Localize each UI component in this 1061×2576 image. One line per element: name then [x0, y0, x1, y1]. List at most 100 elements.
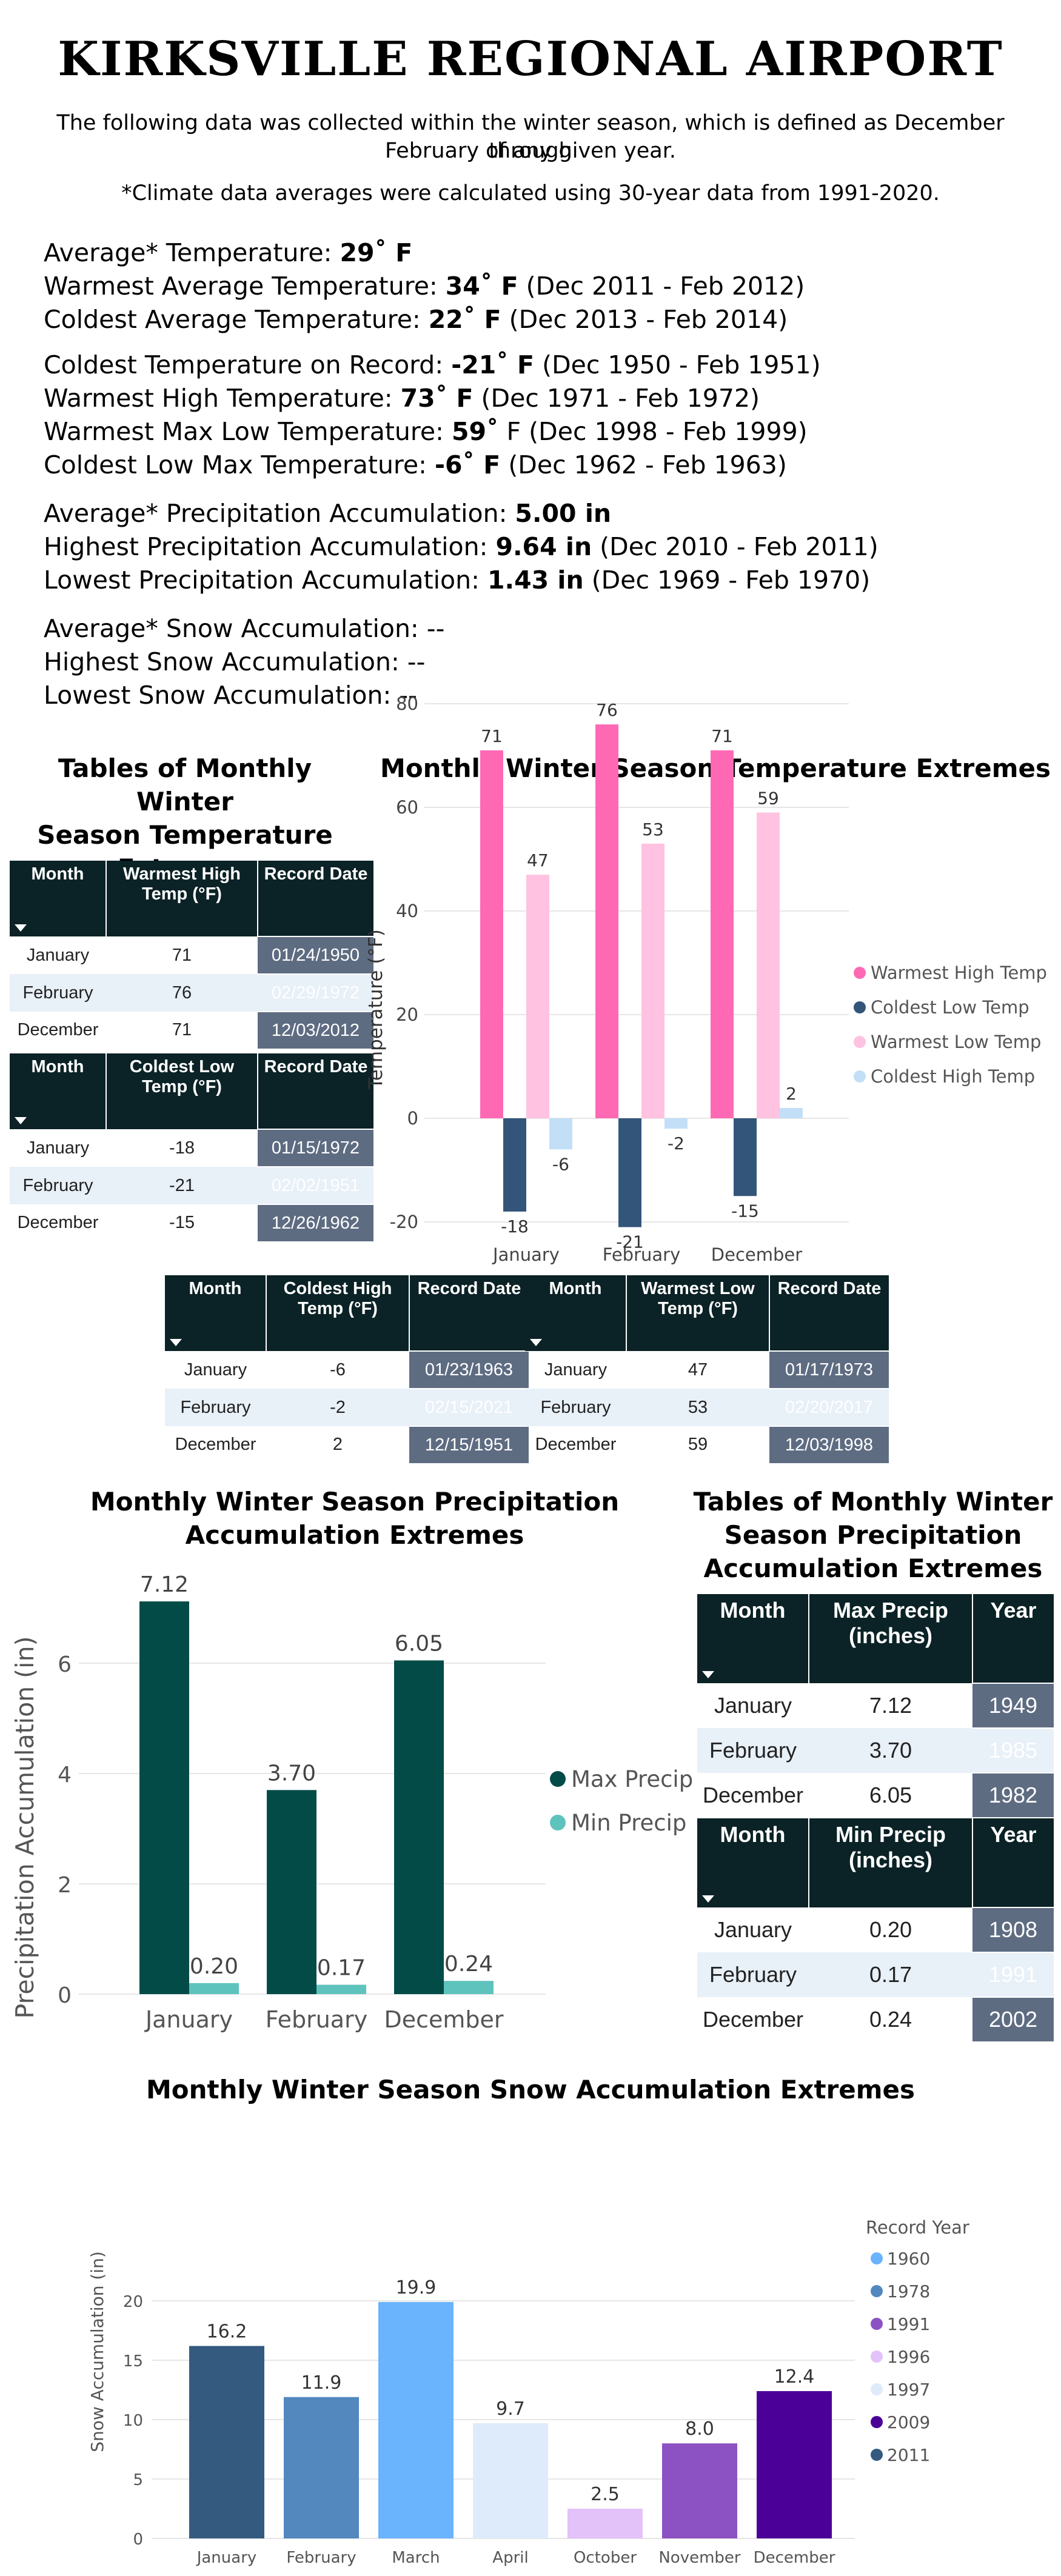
column-header[interactable]: Year — [972, 1594, 1054, 1683]
data-label: 59 — [757, 789, 779, 809]
sort-arrow-icon[interactable] — [530, 1339, 542, 1346]
x-tick-label: February — [603, 1244, 681, 1265]
sort-arrow-icon[interactable] — [15, 924, 27, 932]
stat-coldest-low-max-temp: Coldest Low Max Temperature: -6˚ F (Dec … — [44, 450, 787, 479]
table-cell: December — [175, 1435, 256, 1454]
column-header[interactable]: Record Date — [258, 1053, 373, 1129]
column-header[interactable]: Month — [10, 861, 107, 936]
bar — [316, 1984, 366, 1994]
bar — [549, 1118, 572, 1150]
table-cell: February — [10, 974, 106, 1012]
table-cell: February — [10, 1167, 106, 1204]
y-tick-label: 40 — [396, 901, 418, 921]
table-cell: February — [697, 1952, 809, 1997]
x-tick-label: February — [266, 2006, 367, 2033]
table-cell: 0.20 — [869, 1917, 912, 1942]
data-label: 3.70 — [267, 1761, 316, 1786]
y-tick-label: 5 — [133, 2471, 143, 2489]
stat-warmest-average-temp: Warmest Average Temperature: 34˚ F (Dec … — [44, 272, 805, 301]
sort-arrow-icon[interactable] — [702, 1671, 714, 1678]
data-label: 76 — [596, 700, 618, 720]
column-header[interactable]: Month — [697, 1818, 809, 1907]
legend-marker — [871, 2449, 883, 2461]
column-header[interactable]: Month — [10, 1053, 107, 1129]
sort-arrow-icon[interactable] — [170, 1339, 182, 1346]
legend-label: Min Precip — [571, 1810, 686, 1836]
table-cell: 2002 — [972, 1997, 1054, 2041]
legend-label: Coldest Low Temp — [871, 997, 1029, 1018]
bar — [757, 812, 780, 1118]
legend-marker — [871, 2416, 883, 2428]
column-header[interactable]: Coldest Low Temp (°F) — [106, 1053, 258, 1129]
bar — [394, 1660, 444, 1994]
column-header[interactable]: Year — [972, 1818, 1054, 1907]
intro-line-1: The following data was collected within … — [56, 111, 1005, 163]
table-row: January 71 01/24/1950 — [10, 936, 373, 974]
data-label: 6.05 — [395, 1631, 443, 1656]
y-tick-label: 6 — [58, 1652, 72, 1677]
data-label: -18 — [501, 1216, 529, 1236]
table-cell: 76 — [106, 974, 258, 1012]
table-cell: 1991 — [972, 1952, 1054, 1997]
data-label: 53 — [642, 819, 664, 839]
column-header[interactable]: Warmest Low Temp (°F) — [626, 1275, 770, 1351]
sort-arrow-icon[interactable] — [15, 1117, 27, 1124]
column-header[interactable]: Month — [165, 1275, 267, 1351]
table-cell: 02/15/2021 — [409, 1388, 529, 1426]
table-cell: December — [702, 2006, 804, 2032]
table-cell: 6.05 — [869, 1782, 912, 1807]
table-cell: December — [17, 1213, 99, 1232]
table-cell: January — [184, 1360, 247, 1380]
min-precip-table: Month Min Precip (inches) Year January 0.20 1… — [697, 1818, 1054, 2041]
column-header[interactable]: Max Precip (inches) — [809, 1594, 973, 1683]
table-cell: 12/15/1951 — [409, 1426, 529, 1463]
legend-label: Warmest Low Temp — [871, 1032, 1041, 1052]
table-cell: -15 — [169, 1213, 195, 1232]
bar — [378, 2301, 454, 2538]
legend-marker — [871, 2252, 883, 2264]
table-cell: 0.24 — [869, 2006, 912, 2032]
table-row: February -2 02/15/2021 — [165, 1388, 529, 1426]
y-tick-label: -20 — [390, 1212, 418, 1232]
column-header[interactable]: Month — [697, 1594, 809, 1683]
bar — [734, 1118, 757, 1196]
table-row: December -15 12/26/1962 — [10, 1204, 373, 1241]
table-cell: January — [26, 945, 90, 965]
column-header[interactable]: Warmest High Temp (°F) — [106, 861, 258, 936]
table-cell: 3.70 — [809, 1728, 972, 1773]
table-row: February 76 02/29/1972 — [10, 973, 373, 1012]
legend-label: 1978 — [887, 2281, 930, 2301]
data-label: 0.17 — [317, 1956, 366, 1981]
data-label: 16.2 — [207, 2321, 247, 2342]
stat-highest-snow: Highest Snow Accumulation: -- — [44, 647, 426, 676]
y-tick-label: 10 — [123, 2412, 143, 2430]
table-cell: January — [544, 1360, 607, 1380]
table-row: February 0.17 1991 — [697, 1952, 1054, 1997]
column-header[interactable]: Record Date — [769, 1275, 889, 1351]
table-cell: December — [17, 1020, 99, 1039]
legend-label: 2009 — [887, 2412, 930, 2432]
stat-average-precip: Average* Precipitation Accumulation: 5.0… — [44, 499, 612, 528]
column-header[interactable]: Min Precip (inches) — [809, 1818, 973, 1907]
coldest-low-table: Month Coldest Low Temp (°F) Record Date Jan… — [10, 1053, 373, 1241]
data-label: 0.24 — [444, 1952, 493, 1977]
bar — [480, 750, 503, 1118]
table-cell: 01/23/1963 — [409, 1350, 529, 1389]
bar — [595, 724, 618, 1118]
column-header[interactable]: Record Date — [258, 861, 373, 936]
sort-arrow-icon[interactable] — [702, 1895, 714, 1903]
table-cell: 12/03/2012 — [258, 1011, 373, 1049]
stat-average-temp: Average* Temperature: 29˚ F — [44, 238, 413, 267]
column-header[interactable]: Coldest High Temp (°F) — [266, 1275, 410, 1351]
x-tick-label: January — [144, 2006, 233, 2033]
y-tick-label: 0 — [58, 1983, 72, 2008]
table-row: December 0.24 2002 — [697, 1997, 1054, 2041]
data-label: 19.9 — [396, 2277, 437, 2298]
legend-label: 1997 — [887, 2380, 930, 2400]
column-header[interactable]: Month — [525, 1275, 627, 1351]
table-cell: 1949 — [972, 1683, 1054, 1728]
x-tick-label: January — [492, 1244, 560, 1265]
bar — [139, 1601, 189, 1994]
column-header[interactable]: Record Date — [409, 1275, 529, 1351]
data-label: -6 — [552, 1154, 569, 1174]
